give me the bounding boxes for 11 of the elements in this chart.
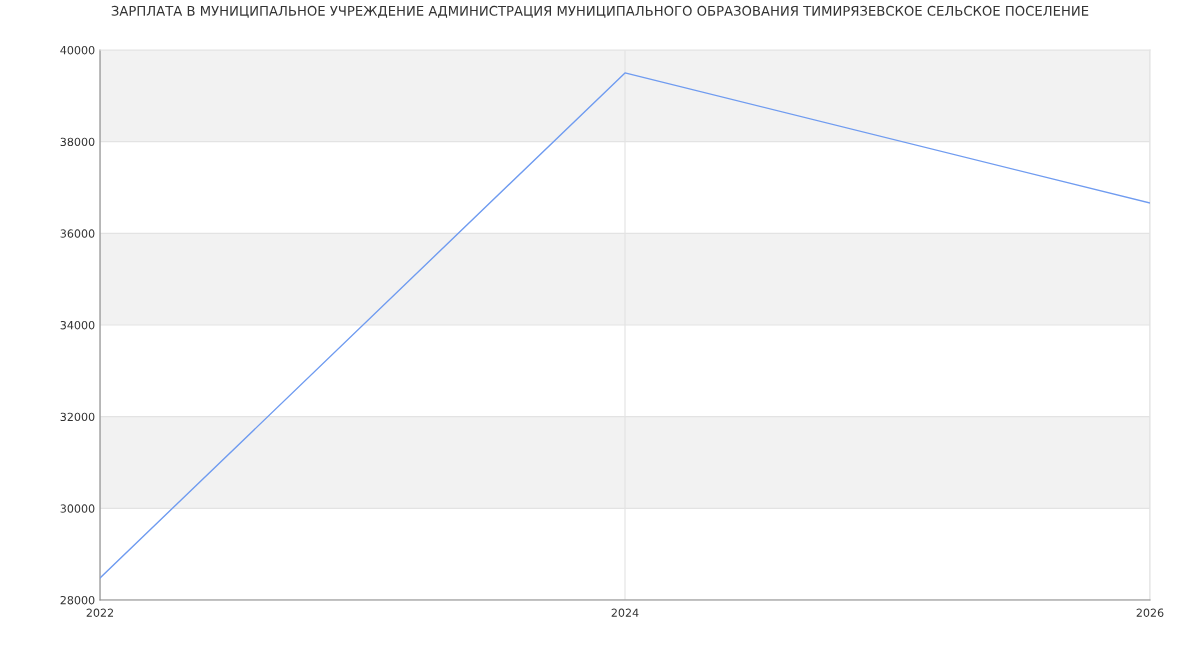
chart-title: ЗАРПЛАТА В МУНИЦИПАЛЬНОЕ УЧРЕЖДЕНИЕ АДМИНИСТРАЦИЯ МУНИЦИПАЛЬНОГО ОБРАЗОВАНИЯ ТИМИРЯЗЕВСКОЕ СЕЛЬСКОЕ ПОСЕЛЕНИЕ	[111, 5, 1089, 18]
x-tick-label: 2022	[86, 608, 114, 617]
y-tick-label: 28000	[60, 595, 95, 605]
y-tick-label: 38000	[60, 137, 95, 147]
y-tick-label: 34000	[60, 320, 95, 330]
y-tick-label: 32000	[60, 412, 95, 422]
y-tick-label: 40000	[60, 45, 95, 55]
y-tick-label: 36000	[60, 229, 95, 238]
x-tick-label: 2024	[611, 608, 639, 617]
x-tick-label: 2026	[1136, 608, 1164, 617]
y-tick-label: 30000	[60, 504, 95, 513]
